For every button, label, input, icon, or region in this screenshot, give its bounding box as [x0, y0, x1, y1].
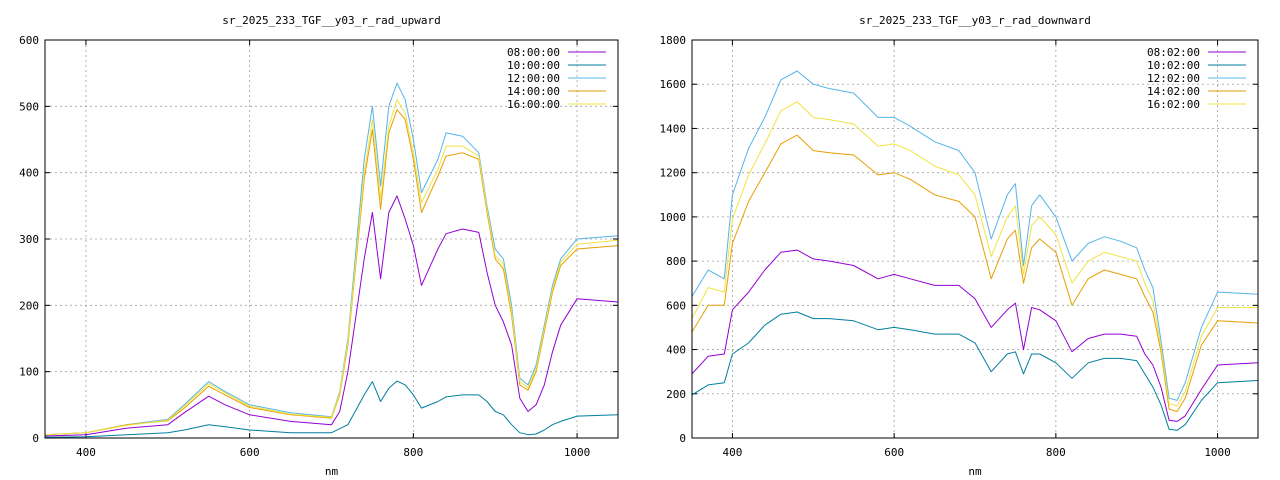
legend-label: 12:00:00	[507, 72, 560, 85]
series-line-160200	[692, 101, 1258, 407]
legend-label: 10:02:00	[1147, 59, 1200, 72]
chart-title: sr_2025_233_TGF__y03_r_rad_downward	[859, 14, 1091, 27]
legend-label: 08:02:00	[1147, 46, 1200, 59]
x-tick-label: 600	[884, 446, 904, 459]
series-line-120000	[45, 82, 618, 436]
y-tick-label: 0	[679, 432, 686, 445]
legend-label: 12:02:00	[1147, 72, 1200, 85]
legend-label: 10:00:00	[507, 59, 560, 72]
y-tick-label: 100	[19, 366, 39, 379]
legend-label: 16:02:00	[1147, 98, 1200, 111]
y-tick-label: 300	[19, 233, 39, 246]
y-tick-label: 500	[19, 100, 39, 113]
y-tick-label: 400	[666, 344, 686, 357]
series-line-140000	[45, 109, 618, 436]
y-tick-label: 1400	[660, 122, 687, 135]
x-tick-label: 400	[76, 446, 96, 459]
y-tick-label: 1000	[660, 211, 687, 224]
y-tick-label: 600	[666, 299, 686, 312]
series-line-120200	[692, 70, 1258, 401]
x-tick-label: 1000	[1204, 446, 1231, 459]
x-tick-label: 800	[403, 446, 423, 459]
y-tick-label: 1200	[660, 167, 687, 180]
y-tick-label: 400	[19, 167, 39, 180]
x-tick-label: 600	[240, 446, 260, 459]
series-line-140200	[692, 134, 1258, 412]
y-tick-label: 200	[666, 388, 686, 401]
series-line-100200	[692, 311, 1258, 431]
x-tick-label: 400	[722, 446, 742, 459]
chart-title: sr_2025_233_TGF__y03_r_rad_upward	[222, 14, 441, 27]
series-line-080000	[45, 195, 618, 437]
series-line-100000	[45, 380, 618, 438]
plot-frame	[691, 39, 1259, 439]
legend-label: 08:00:00	[507, 46, 560, 59]
series-line-080200	[692, 249, 1258, 422]
y-tick-label: 200	[19, 299, 39, 312]
y-tick-label: 1800	[660, 34, 687, 47]
x-axis-label: nm	[968, 465, 982, 478]
y-tick-label: 0	[32, 432, 39, 445]
legend-label: 16:00:00	[507, 98, 560, 111]
y-tick-label: 800	[666, 255, 686, 268]
legend-label: 14:02:00	[1147, 85, 1200, 98]
series-line-160000	[45, 99, 618, 436]
legend-label: 14:00:00	[507, 85, 560, 98]
x-tick-label: 1000	[564, 446, 591, 459]
plot-frame	[44, 39, 619, 439]
chart-panel-1: sr_2025_233_TGF__y03_r_rad_upward 0 100 200…	[19, 14, 619, 478]
chart-panel-2: sr_2025_233_TGF__y03_r_rad_downward 0 200 4…	[660, 14, 1259, 478]
x-tick-label: 800	[1046, 446, 1066, 459]
x-axis-label: nm	[325, 465, 339, 478]
y-tick-label: 600	[19, 34, 39, 47]
y-tick-label: 1600	[660, 78, 687, 91]
